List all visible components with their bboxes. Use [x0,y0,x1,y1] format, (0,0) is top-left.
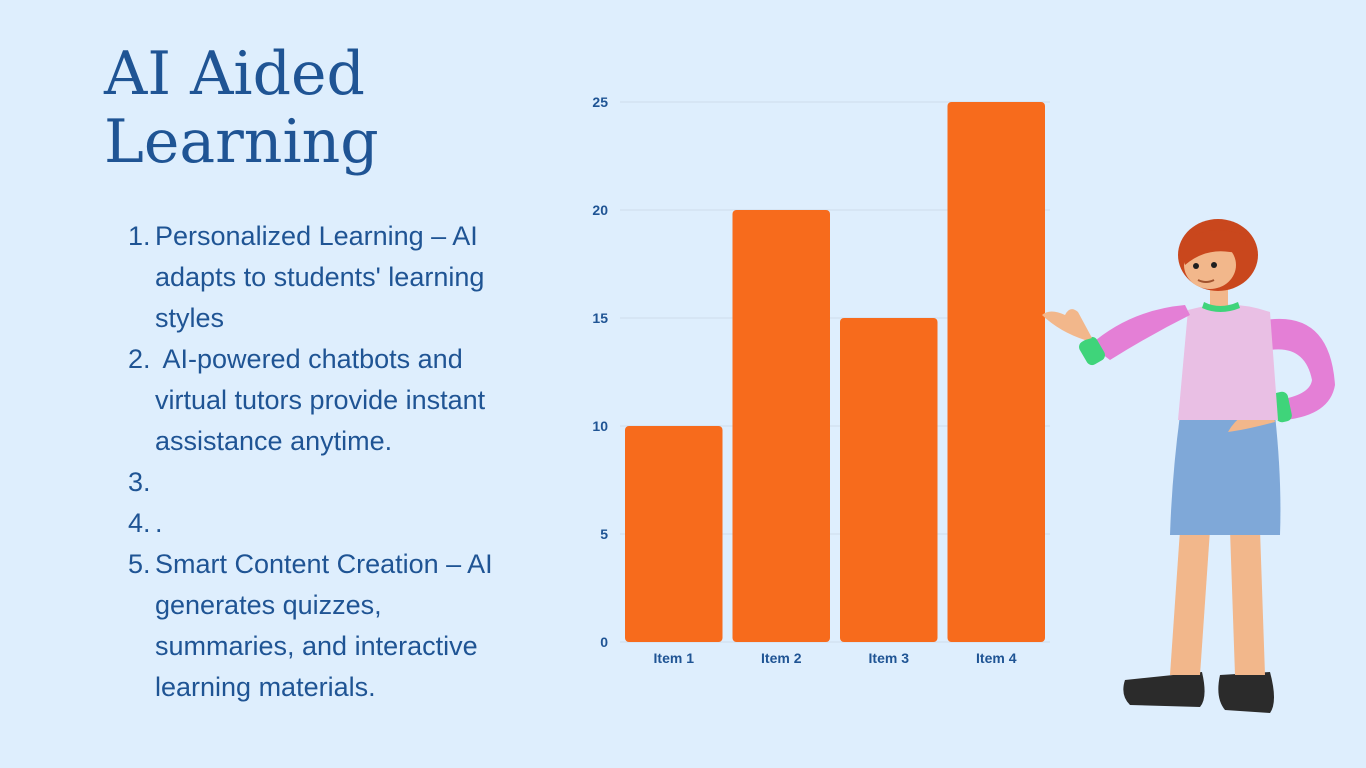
list-item-number: 3. [128,467,151,497]
list-item-number: 1. [128,221,151,251]
list-item: 4. . [128,503,518,544]
list-item-text [155,462,518,503]
y-tick-label: 20 [592,202,608,218]
bars [625,102,1045,642]
list-item: 3. [128,462,518,503]
y-tick-label: 5 [600,526,608,542]
list-item-text: AI-powered chatbots and virtual tutors p… [155,344,493,456]
list-item-number: 4. [128,508,151,538]
slide-title-line-2: Learning [104,107,379,177]
list-item-text: Smart Content Creation – AI generates qu… [155,549,501,702]
numbered-list: 1. Personalized Learning – AI adapts to … [128,216,518,768]
y-tick-label: 15 [592,310,608,326]
bar-chart: 0 5 10 15 20 25 Item 1 Item 2 Item 3 Item 4 [580,80,1050,680]
y-axis-ticks: 0 5 10 15 20 25 [592,94,608,650]
bar-2 [732,210,830,642]
y-tick-label: 25 [592,94,608,110]
bar-4 [947,102,1045,642]
x-tick-label: Item 3 [869,650,910,666]
x-tick-label: Item 2 [761,650,802,666]
list-item-number: 5. [128,549,151,579]
list-item: 2. AI-powered chatbots and virtual tutor… [128,339,518,462]
bar-1 [625,426,723,642]
y-tick-label: 0 [600,634,608,650]
list-item-text: . [155,508,163,538]
presenter-woman-illustration-icon [1042,219,1335,713]
y-tick-label: 10 [592,418,608,434]
list-item: 1. Personalized Learning – AI adapts to … [128,216,518,339]
slide-title-line-1: AI Aided [104,39,365,109]
list-item: 5. Smart Content Creation – AI generates… [128,544,518,708]
list-item-text: Personalized Learning – AI adapts to stu… [155,221,492,333]
x-tick-label: Item 1 [654,650,695,666]
x-axis-ticks: Item 1 Item 2 Item 3 Item 4 [654,650,1017,666]
list-item-number: 2. [128,344,151,374]
slide-title: AI Aided Learning [104,40,379,176]
bar-chart-svg: 0 5 10 15 20 25 Item 1 Item 2 Item 3 Item 4 [592,94,1050,666]
x-tick-label: Item 4 [976,650,1017,666]
bar-3 [840,318,938,642]
